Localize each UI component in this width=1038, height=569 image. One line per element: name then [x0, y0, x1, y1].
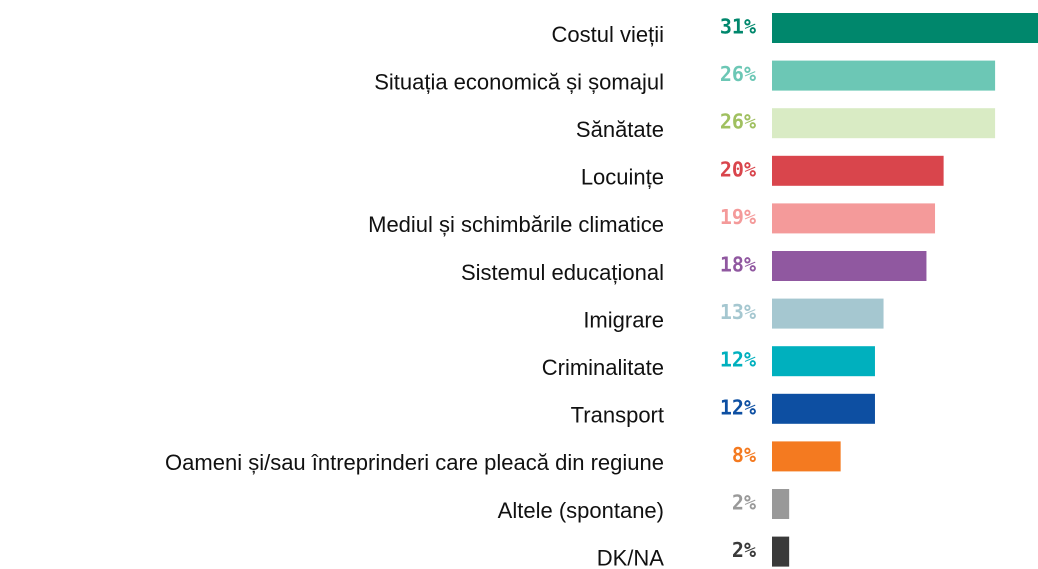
value-label: 31%: [720, 15, 756, 39]
category-label: Criminalitate: [542, 355, 664, 380]
category-label: Sistemul educațional: [461, 260, 664, 285]
bar: [772, 489, 790, 519]
bar: [772, 393, 875, 424]
category-label: Mediul și schimbările climatice: [368, 212, 664, 237]
category-label: Oameni și/sau întreprinderi care pleacă …: [165, 450, 664, 475]
bar: [772, 13, 1038, 43]
bar: [772, 441, 841, 472]
value-label: 13%: [720, 300, 756, 324]
bar: [772, 536, 790, 567]
bar: [772, 346, 875, 377]
category-label: Costul vieții: [552, 22, 664, 47]
bar: [772, 203, 936, 234]
value-label: 8%: [732, 443, 756, 467]
category-label: DK/NA: [597, 545, 665, 569]
value-label: 12%: [720, 395, 756, 419]
value-label: 2%: [732, 538, 756, 562]
value-label: 26%: [720, 62, 756, 86]
bar: [772, 60, 996, 91]
value-label: 12%: [720, 348, 756, 372]
bar: [772, 298, 884, 329]
category-label: Sănătate: [576, 117, 664, 142]
value-label: 19%: [720, 205, 756, 229]
value-label: 20%: [720, 157, 756, 181]
category-label: Situația economică și șomajul: [374, 69, 664, 94]
bar: [772, 108, 996, 139]
category-label: Transport: [571, 403, 664, 428]
value-label: 2%: [732, 491, 756, 515]
category-label: Locuințe: [581, 165, 664, 190]
bar: [772, 155, 944, 186]
value-label: 26%: [720, 110, 756, 134]
bar: [772, 251, 927, 281]
category-label: Altele (spontane): [498, 498, 664, 523]
value-label: 18%: [720, 253, 756, 277]
category-label: Imigrare: [583, 307, 664, 332]
